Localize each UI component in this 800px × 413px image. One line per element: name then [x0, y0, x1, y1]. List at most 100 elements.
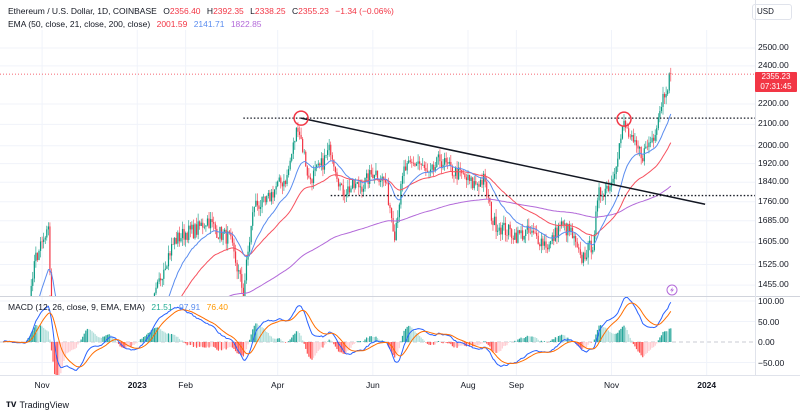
candle-body	[518, 230, 521, 234]
candle-body	[241, 274, 243, 288]
macd-histogram-bar	[493, 342, 496, 352]
candle-body	[314, 168, 316, 171]
candle-body	[589, 240, 591, 243]
candle	[593, 230, 595, 252]
candle-body	[70, 377, 71, 380]
candle	[158, 272, 160, 285]
candle	[369, 165, 371, 188]
candle	[120, 354, 121, 370]
candle	[308, 167, 310, 179]
candle	[266, 195, 268, 205]
macd-histogram-bar	[417, 334, 419, 342]
candle-body	[60, 373, 61, 380]
currency-button[interactable]: USD	[752, 4, 792, 20]
candle	[659, 105, 661, 123]
macd-histogram-bar	[49, 339, 51, 342]
candle-body	[336, 172, 338, 179]
candle	[518, 229, 521, 235]
macd-histogram-bar	[213, 342, 215, 347]
macd-histogram-bar	[69, 342, 71, 352]
candle-body	[306, 166, 308, 176]
macd-histogram-bar	[610, 332, 613, 342]
tradingview-logo[interactable]: ᴛᴠ TradingView	[6, 399, 69, 410]
candle-body	[30, 285, 32, 296]
macd-histogram-bar	[167, 333, 170, 342]
candle-body	[390, 208, 393, 219]
candle	[50, 268, 53, 296]
macd-histogram-bar	[550, 340, 552, 342]
candle-body	[456, 167, 458, 180]
candle-body	[298, 131, 301, 135]
alert-icon[interactable]	[666, 284, 678, 296]
candle-body	[554, 227, 556, 241]
candle-body	[253, 206, 255, 213]
candle-body	[548, 244, 550, 250]
candle	[220, 226, 223, 242]
candle-body	[50, 272, 53, 296]
candle-body	[483, 173, 485, 185]
candle-body	[267, 192, 269, 197]
candle-body	[249, 242, 251, 252]
candle	[383, 176, 385, 187]
macd-histogram-bar	[645, 342, 647, 355]
macd-histogram-bar	[643, 342, 645, 356]
candle-body	[665, 94, 667, 98]
macd-histogram-bar	[624, 327, 627, 342]
candle-body	[434, 167, 436, 171]
macd-histogram-bar	[639, 342, 641, 353]
macd-histogram-bar	[32, 330, 34, 342]
macd-histogram-bar	[454, 342, 457, 347]
ema-legend[interactable]: EMA (50, close, 21, close, 200, close) 2…	[8, 19, 266, 29]
candle	[280, 175, 282, 189]
macd-histogram-bar	[142, 336, 145, 342]
candle-body	[303, 151, 305, 153]
candle	[200, 218, 202, 227]
candle-body	[323, 155, 326, 170]
candle	[440, 154, 443, 174]
candle-body	[149, 323, 150, 324]
macd-histogram-bar	[362, 341, 365, 342]
macd-histogram-bar	[185, 342, 187, 344]
macd-histogram-bar	[531, 336, 533, 342]
candle-body	[490, 201, 492, 221]
candle-body	[415, 163, 418, 166]
candle-body	[189, 225, 191, 230]
macd-histogram-bar	[428, 342, 430, 345]
macd-histogram-bar	[194, 342, 196, 347]
candle-body	[373, 174, 375, 179]
candle-body	[556, 227, 558, 238]
candle	[211, 212, 213, 228]
candle-body	[395, 222, 397, 241]
macd-histogram-bar	[277, 338, 279, 342]
macd-histogram-bar	[225, 342, 227, 350]
macd-legend[interactable]: MACD (12, 26, close, 9, EMA, EMA) 21.51 …	[8, 302, 232, 312]
macd-histogram-bar	[618, 330, 620, 342]
candle	[26, 313, 27, 344]
macd-value: 97.91	[179, 302, 201, 312]
candle-body	[15, 333, 16, 334]
candle	[341, 182, 343, 186]
candle-body	[653, 137, 655, 141]
macd-histogram-bar	[242, 342, 244, 357]
candle	[398, 202, 400, 223]
candle-body	[595, 211, 597, 235]
candle-body	[350, 188, 352, 193]
candle	[269, 189, 271, 202]
candle-body	[649, 142, 652, 143]
macd-histogram-bar	[127, 342, 129, 348]
candle-body	[20, 334, 21, 335]
macd-histogram-bar	[646, 342, 648, 353]
candle-body	[132, 365, 133, 379]
last-price: 2355.23	[761, 72, 791, 81]
macd-histogram-bar	[579, 342, 581, 348]
candle-body	[528, 225, 530, 233]
candle-body	[451, 166, 453, 176]
price-tick: 1605.00	[758, 236, 789, 247]
candle	[380, 175, 382, 187]
candle	[222, 229, 224, 246]
candle	[464, 173, 466, 180]
macd-histogram-bar	[314, 342, 316, 356]
macd-histogram-bar	[100, 337, 102, 342]
